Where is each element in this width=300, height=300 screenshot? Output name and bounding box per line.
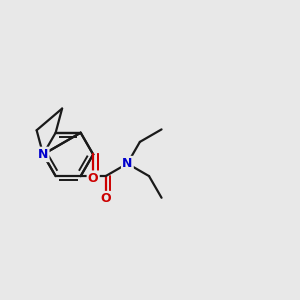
Text: N: N	[122, 157, 133, 170]
Text: N: N	[38, 148, 48, 161]
Text: O: O	[100, 192, 111, 205]
Text: O: O	[88, 172, 98, 185]
